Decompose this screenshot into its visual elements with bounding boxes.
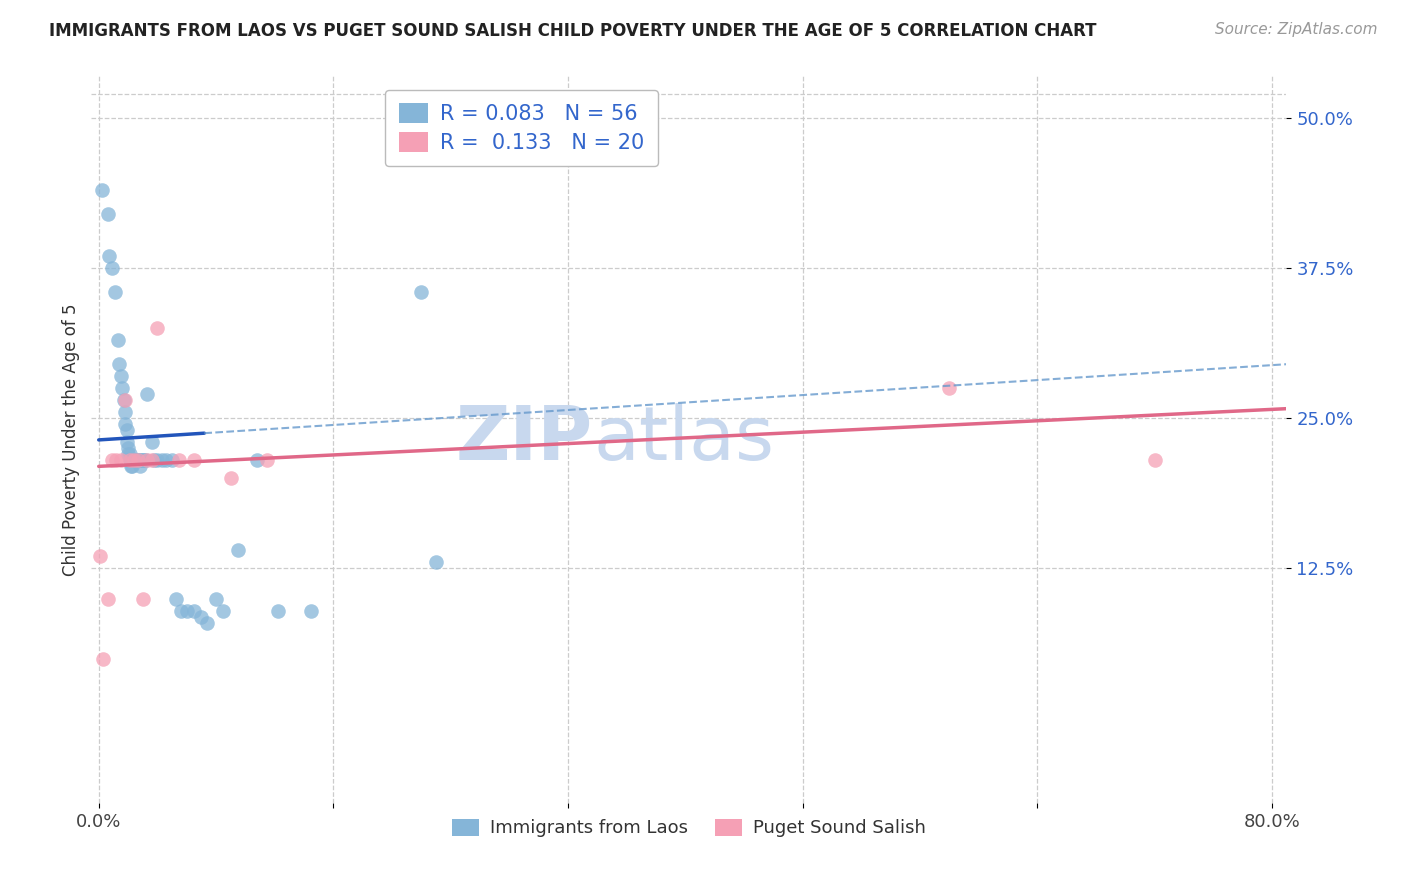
Point (117, 442, 139, 456)
Point (160, 453, 183, 467)
Point (219, 471, 242, 485)
Point (176, 603, 198, 617)
Point (121, 459, 143, 474)
Point (120, 453, 142, 467)
Point (96, 591, 118, 606)
Point (411, 285, 433, 299)
Point (165, 591, 187, 606)
Point (107, 333, 129, 347)
Point (132, 591, 155, 606)
Point (128, 459, 150, 474)
Point (155, 453, 177, 467)
Point (132, 453, 155, 467)
Point (146, 321, 169, 335)
Point (117, 447, 139, 461)
Point (118, 447, 141, 461)
Point (114, 405, 136, 419)
Point (114, 393, 136, 408)
Point (110, 453, 132, 467)
Point (122, 453, 145, 467)
Point (127, 453, 149, 467)
Point (256, 453, 278, 467)
Point (115, 435, 138, 450)
Point (183, 453, 205, 467)
Point (212, 603, 235, 617)
Point (127, 453, 149, 467)
Point (190, 609, 212, 624)
Point (105, 453, 128, 467)
Point (170, 603, 193, 617)
Point (122, 453, 145, 467)
Point (91, 651, 114, 665)
Point (136, 387, 159, 401)
Point (136, 453, 159, 467)
Point (111, 381, 134, 395)
Point (129, 453, 152, 467)
Point (299, 603, 322, 617)
Point (108, 357, 131, 371)
Point (115, 423, 138, 437)
Point (124, 453, 146, 467)
Point (101, 261, 124, 276)
Point (96, 207, 118, 221)
Y-axis label: Child Poverty Under the Age of 5: Child Poverty Under the Age of 5 (62, 303, 80, 575)
Point (1143, 453, 1166, 467)
Text: Source: ZipAtlas.com: Source: ZipAtlas.com (1215, 22, 1378, 37)
Point (135, 453, 157, 467)
Point (246, 453, 269, 467)
Point (134, 453, 156, 467)
Point (104, 285, 127, 299)
Text: ZIP: ZIP (456, 403, 593, 475)
Legend: Immigrants from Laos, Puget Sound Salish: Immigrants from Laos, Puget Sound Salish (444, 812, 934, 845)
Text: atlas: atlas (593, 403, 775, 475)
Point (120, 453, 142, 467)
Point (112, 393, 135, 408)
Point (110, 369, 132, 384)
Point (141, 435, 163, 450)
Point (143, 453, 166, 467)
Point (114, 417, 136, 432)
Point (89, 549, 111, 564)
Point (425, 556, 447, 570)
Point (195, 615, 218, 630)
Point (226, 543, 249, 558)
Point (90, 183, 112, 197)
Point (183, 603, 205, 617)
Point (128, 453, 150, 467)
Point (118, 453, 141, 467)
Point (120, 459, 142, 474)
Point (141, 453, 163, 467)
Point (150, 453, 173, 467)
Point (205, 591, 228, 606)
Point (169, 453, 191, 467)
Point (101, 453, 124, 467)
Text: IMMIGRANTS FROM LAOS VS PUGET SOUND SALISH CHILD POVERTY UNDER THE AGE OF 5 CORR: IMMIGRANTS FROM LAOS VS PUGET SOUND SALI… (49, 22, 1097, 40)
Point (122, 453, 145, 467)
Point (125, 453, 148, 467)
Point (124, 453, 146, 467)
Point (98, 249, 121, 263)
Point (118, 453, 141, 467)
Point (146, 453, 169, 467)
Point (938, 381, 960, 395)
Point (266, 603, 288, 617)
Point (121, 453, 143, 467)
